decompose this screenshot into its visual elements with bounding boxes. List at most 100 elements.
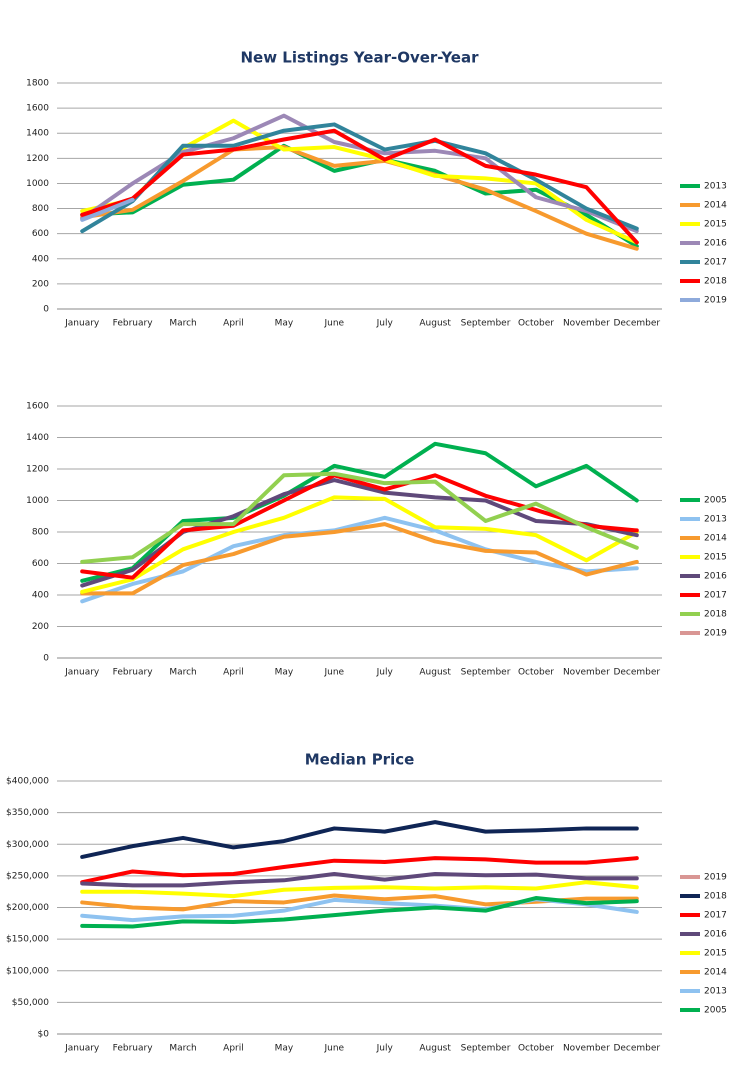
legend-label: 2014 xyxy=(704,201,727,211)
legend-label: 2019 xyxy=(704,296,727,306)
series-line xyxy=(80,122,639,234)
y-tick-label: 0 xyxy=(43,654,49,664)
x-tick-label: June xyxy=(323,319,344,329)
legend-label: 2014 xyxy=(704,534,727,544)
x-tick-label: April xyxy=(223,1044,244,1054)
y-tick-label: 800 xyxy=(32,204,49,214)
legend-label: 2013 xyxy=(704,182,727,192)
x-tick-label: September xyxy=(461,1044,511,1054)
x-tick-label: July xyxy=(376,668,394,678)
x-tick-label: March xyxy=(169,1044,196,1054)
y-tick-label: $300,000 xyxy=(6,840,49,850)
legend-label: 2017 xyxy=(704,258,727,268)
x-tick-label: October xyxy=(518,1044,554,1054)
x-tick-label: June xyxy=(323,1044,344,1054)
x-tick-label: August xyxy=(419,319,451,329)
y-tick-label: 0 xyxy=(43,305,49,315)
legend-label: 2016 xyxy=(704,930,727,940)
series-line xyxy=(80,128,639,245)
y-tick-label: 1400 xyxy=(26,433,49,443)
y-tick-label: 200 xyxy=(32,279,49,289)
series-line xyxy=(80,880,639,899)
legend-label: 2018 xyxy=(704,277,727,287)
legend-label: 2015 xyxy=(704,220,727,230)
y-tick-label: $50,000 xyxy=(12,998,49,1008)
y-tick-label: 400 xyxy=(32,591,49,601)
series-line xyxy=(80,495,639,594)
x-tick-label: May xyxy=(275,319,294,329)
x-tick-label: July xyxy=(376,319,394,329)
legend-label: 2015 xyxy=(704,949,727,959)
chart-title: New Listings Year-Over-Year xyxy=(240,49,479,67)
series-line xyxy=(80,478,639,588)
series-line xyxy=(80,471,639,564)
y-tick-label: $100,000 xyxy=(6,966,49,976)
x-tick-label: April xyxy=(223,668,244,678)
series-line xyxy=(80,197,135,222)
y-tick-label: 1800 xyxy=(26,79,49,89)
x-tick-label: January xyxy=(64,668,100,678)
y-tick-label: 1600 xyxy=(26,104,49,114)
legend-label: 2014 xyxy=(704,968,727,978)
series-line xyxy=(80,820,639,859)
legend-label: 2017 xyxy=(704,911,727,921)
legend-label: 2016 xyxy=(704,239,727,249)
legend-label: 2015 xyxy=(704,553,727,563)
legend-label: 2005 xyxy=(704,496,727,506)
series-line xyxy=(80,896,639,929)
legend-label: 2005 xyxy=(704,1006,727,1016)
legend-label: 2019 xyxy=(704,629,727,639)
x-tick-label: December xyxy=(613,668,660,678)
y-tick-label: 600 xyxy=(32,229,49,239)
y-tick-label: $0 xyxy=(38,1030,50,1040)
y-tick-label: 600 xyxy=(32,559,49,569)
series-line xyxy=(80,522,639,596)
x-tick-label: January xyxy=(64,319,100,329)
x-tick-label: January xyxy=(64,1044,100,1054)
x-tick-label: November xyxy=(563,1044,610,1054)
series-line xyxy=(80,515,639,604)
y-tick-label: 400 xyxy=(32,254,49,264)
y-tick-label: 1200 xyxy=(26,154,49,164)
series-line xyxy=(80,145,639,251)
x-tick-label: June xyxy=(323,668,344,678)
y-tick-label: $250,000 xyxy=(6,871,49,881)
legend-label: 2019 xyxy=(704,873,727,883)
legend-label: 2013 xyxy=(704,515,727,525)
legend-label: 2013 xyxy=(704,987,727,997)
y-tick-label: $400,000 xyxy=(6,777,49,787)
series-line xyxy=(80,871,639,888)
x-tick-label: October xyxy=(518,668,554,678)
y-tick-label: 800 xyxy=(32,528,49,538)
y-tick-label: $200,000 xyxy=(6,903,49,913)
x-tick-label: September xyxy=(461,668,511,678)
legend-label: 2018 xyxy=(704,892,727,902)
x-tick-label: March xyxy=(169,319,196,329)
legend-label: 2016 xyxy=(704,572,727,582)
y-tick-label: 1000 xyxy=(26,496,49,506)
y-tick-label: 1600 xyxy=(26,402,49,412)
x-tick-label: February xyxy=(113,319,154,329)
y-tick-label: 1400 xyxy=(26,129,49,139)
x-tick-label: October xyxy=(518,319,554,329)
x-tick-label: February xyxy=(113,668,154,678)
y-tick-label: 1200 xyxy=(26,465,49,475)
y-tick-label: 200 xyxy=(32,622,49,632)
y-tick-label: $150,000 xyxy=(6,935,49,945)
x-tick-label: May xyxy=(275,668,294,678)
series-line xyxy=(80,473,639,580)
x-tick-label: November xyxy=(563,668,610,678)
chart-title: Median Price xyxy=(305,751,415,769)
x-tick-label: July xyxy=(376,1044,394,1054)
x-tick-label: February xyxy=(113,1044,154,1054)
y-tick-label: $350,000 xyxy=(6,808,49,818)
series-line xyxy=(80,856,639,885)
x-tick-label: November xyxy=(563,319,610,329)
x-tick-label: April xyxy=(223,319,244,329)
x-tick-label: May xyxy=(275,1044,294,1054)
x-tick-label: August xyxy=(419,668,451,678)
x-tick-label: December xyxy=(613,319,660,329)
x-tick-label: August xyxy=(419,1044,451,1054)
x-tick-label: September xyxy=(461,319,511,329)
